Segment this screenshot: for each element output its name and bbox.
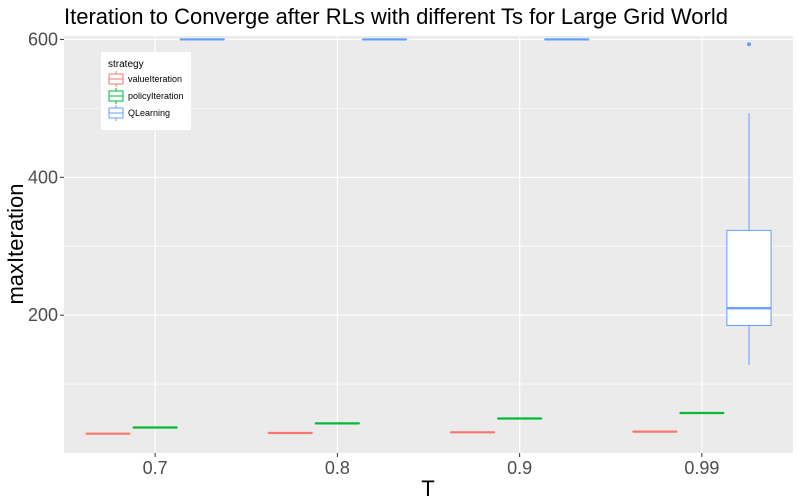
x-axis-title: T bbox=[421, 476, 434, 500]
legend-label: policyIteration bbox=[128, 91, 184, 101]
legend-items: valueIteration policyIteration QLearning bbox=[108, 71, 184, 121]
legend-title: strategy bbox=[108, 59, 144, 70]
x-tick-label: 0.9 bbox=[507, 458, 532, 478]
legend-item-QLearning: QLearning bbox=[108, 105, 170, 121]
y-axis-title: maxIteration bbox=[3, 183, 28, 304]
y-tick-label: 200 bbox=[28, 305, 58, 325]
y-tick-label: 600 bbox=[28, 29, 58, 49]
x-ticks: 0.7 0.8 0.9 0.99 bbox=[143, 453, 719, 478]
grid-major bbox=[64, 36, 793, 453]
box-QLearning-0.99 bbox=[726, 42, 772, 365]
legend-label: valueIteration bbox=[128, 74, 182, 84]
chart-title: Iteration to Converge after RLs with dif… bbox=[64, 4, 728, 29]
box-outlier bbox=[746, 42, 751, 47]
x-tick-label: 0.8 bbox=[325, 458, 350, 478]
boxes bbox=[85, 38, 772, 435]
y-ticks: 200 400 600 bbox=[28, 29, 64, 325]
legend-label: QLearning bbox=[128, 108, 170, 118]
y-tick-label: 400 bbox=[28, 167, 58, 187]
x-tick-label: 0.7 bbox=[143, 458, 168, 478]
box-body bbox=[726, 229, 772, 326]
x-tick-label: 0.99 bbox=[684, 458, 719, 478]
legend-item-policyIteration: policyIteration bbox=[108, 88, 184, 104]
legend-item-valueIteration: valueIteration bbox=[108, 71, 182, 87]
legend: strategy valueIteration policyIteration QL… bbox=[101, 52, 191, 130]
